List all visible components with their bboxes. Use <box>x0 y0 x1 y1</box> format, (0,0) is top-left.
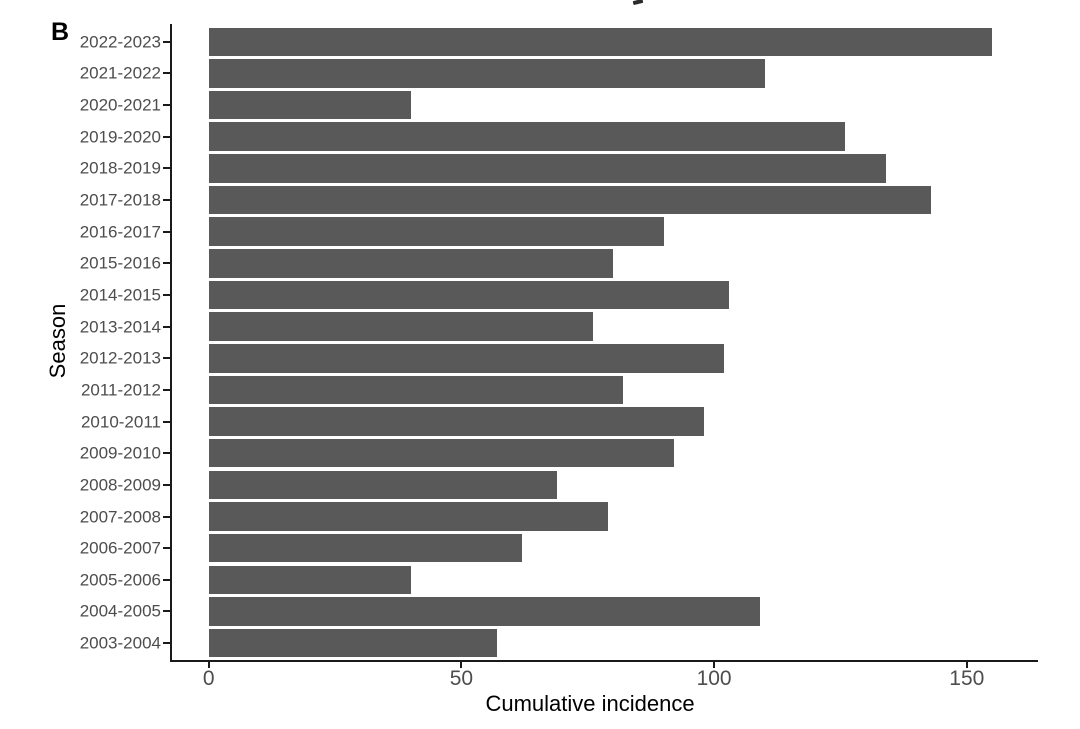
y-tick-label: 2005-2006 <box>79 570 161 590</box>
y-tick-mark <box>163 325 170 328</box>
y-tick-mark <box>163 72 170 75</box>
bar-2007-2008 <box>208 502 608 531</box>
bar-2019-2020 <box>208 122 846 151</box>
y-tick-label: 2008-2009 <box>79 475 161 495</box>
x-tick-mark <box>965 662 968 668</box>
cropped-text-fragment <box>632 0 644 6</box>
y-tick-label: 2011-2012 <box>80 380 161 400</box>
y-tick-mark <box>163 642 170 645</box>
y-tick-label: 2018-2019 <box>79 158 161 178</box>
y-tick-mark <box>163 578 170 581</box>
y-tick-mark <box>163 199 170 201</box>
bar-2011-2012 <box>208 375 624 405</box>
y-tick-label: 2009-2010 <box>79 443 161 463</box>
bar-2013-2014 <box>208 312 593 341</box>
bar-2005-2006 <box>208 565 411 595</box>
y-tick-mark <box>163 230 170 233</box>
bar-2014-2015 <box>208 280 730 310</box>
x-tick-label: 50 <box>449 667 474 690</box>
y-tick-mark <box>163 262 170 265</box>
x-tick-label: 150 <box>949 667 985 690</box>
y-tick-mark <box>163 610 170 613</box>
bar-2018-2019 <box>208 154 886 183</box>
y-tick-label: 2007-2008 <box>79 507 161 526</box>
y-tick-mark <box>163 135 170 138</box>
plot-panel <box>170 24 1038 662</box>
y-tick-mark <box>163 167 170 170</box>
y-tick-mark <box>163 357 170 360</box>
bar-2022-2023 <box>208 27 993 56</box>
y-tick-mark <box>163 420 170 423</box>
y-tick-label: 2020-2021 <box>79 95 161 115</box>
y-tick-mark <box>163 483 170 486</box>
bar-2016-2017 <box>208 217 664 246</box>
bar-2015-2016 <box>208 249 613 278</box>
y-tick-mark <box>163 40 170 43</box>
bar-2003-2004 <box>208 628 497 658</box>
panel-label: B <box>51 18 70 46</box>
y-tick-label: 2010-2011 <box>80 412 161 432</box>
y-tick-mark <box>163 388 170 391</box>
y-tick-mark <box>163 104 170 107</box>
y-tick-mark <box>163 515 170 518</box>
bar-2021-2022 <box>208 59 765 88</box>
x-tick-mark <box>460 662 463 668</box>
bar-2006-2007 <box>208 533 523 563</box>
x-axis-title: Cumulative incidence <box>485 691 695 716</box>
y-tick-label: 2003-2004 <box>79 633 161 653</box>
y-axis-title: Season <box>45 303 70 379</box>
y-tick-label: 2004-2005 <box>79 601 161 621</box>
y-tick-mark <box>163 293 170 296</box>
bar-2009-2010 <box>208 438 674 468</box>
y-tick-label: 2014-2015 <box>79 285 161 305</box>
y-tick-mark <box>163 547 170 550</box>
y-tick-label: 2013-2014 <box>79 317 161 337</box>
bar-2008-2009 <box>208 470 558 500</box>
bar-2004-2005 <box>208 597 760 626</box>
x-tick-mark <box>207 662 210 668</box>
y-tick-label: 2006-2007 <box>79 538 161 558</box>
x-tick-label: 0 <box>202 667 215 690</box>
y-tick-label: 2016-2017 <box>79 222 161 242</box>
y-tick-label: 2015-2016 <box>79 253 161 273</box>
bar-2017-2018 <box>208 185 932 215</box>
x-tick-label: 100 <box>696 667 732 690</box>
y-tick-label: 2012-2013 <box>79 348 161 368</box>
y-tick-label: 2021-2022 <box>79 63 161 83</box>
bar-2012-2013 <box>208 344 725 373</box>
y-tick-label: 2022-2023 <box>79 32 161 52</box>
bar-2010-2011 <box>208 407 704 436</box>
x-tick-mark <box>713 662 716 668</box>
bar-2020-2021 <box>208 90 411 120</box>
y-tick-label: 2017-2018 <box>79 190 161 210</box>
y-tick-label: 2019-2020 <box>79 127 161 147</box>
y-tick-mark <box>163 452 170 455</box>
